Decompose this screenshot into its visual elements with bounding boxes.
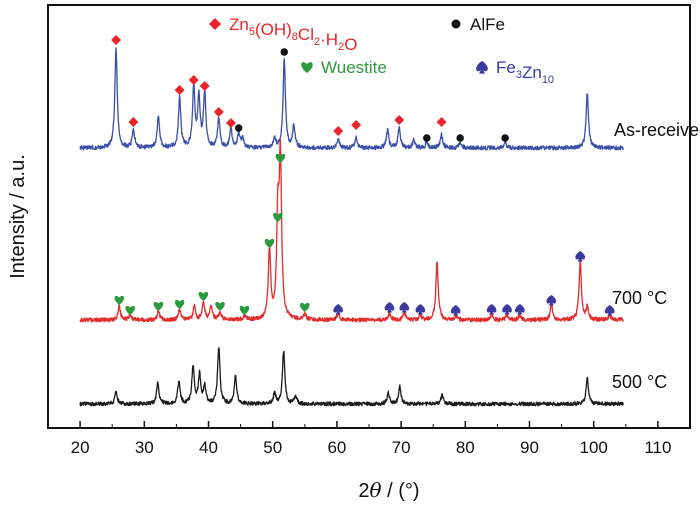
heart-marker xyxy=(114,295,125,305)
heart-marker xyxy=(215,301,225,311)
legend-entry-4: Fe3Zn10 xyxy=(496,58,554,86)
x-tick-label: 40 xyxy=(199,438,218,457)
diamond-marker xyxy=(436,117,447,127)
series-label-3: 500 °C xyxy=(612,372,667,392)
heart-marker xyxy=(239,305,250,315)
series-line-2 xyxy=(79,138,624,323)
spade-marker xyxy=(515,304,525,315)
circle-marker xyxy=(234,124,243,132)
diamond-marker xyxy=(128,117,139,127)
diamond-marker xyxy=(199,81,210,91)
x-tick-label: 50 xyxy=(263,438,282,457)
heart-marker xyxy=(275,153,286,163)
heart-marker xyxy=(125,305,135,315)
heart-marker xyxy=(198,291,209,301)
spade-marker xyxy=(486,304,497,315)
diamond-marker xyxy=(333,126,344,136)
diamond-marker xyxy=(209,18,221,30)
legend-entry-3: Wuestite xyxy=(321,58,387,77)
spade-marker xyxy=(333,304,344,315)
diamond-marker xyxy=(213,107,224,117)
x-tick-label: 30 xyxy=(135,438,154,457)
spade-marker xyxy=(546,295,557,306)
series-line-1 xyxy=(79,47,624,151)
x-axis-title: 2θ / (°) xyxy=(358,478,419,502)
circle-marker xyxy=(280,48,289,56)
diamond-marker xyxy=(351,120,362,130)
x-tick-label: 90 xyxy=(520,438,539,457)
legend-entry-1: Zn5(OH)8Cl2·H2O xyxy=(229,15,357,54)
spade-marker xyxy=(502,304,512,315)
x-tick-label: 110 xyxy=(644,438,671,457)
circle-marker xyxy=(423,134,431,142)
series-label-2: 700 °C xyxy=(612,288,667,308)
diamond-marker xyxy=(394,115,405,125)
x-tick-label: 60 xyxy=(327,438,346,457)
heart-marker xyxy=(301,62,313,73)
x-tick-label: 70 xyxy=(392,438,411,457)
circle-marker xyxy=(501,134,509,142)
diamond-marker xyxy=(225,118,236,128)
heart-marker xyxy=(273,212,283,222)
diamond-marker xyxy=(188,75,199,85)
x-tick-label: 80 xyxy=(456,438,475,457)
x-tick-label: 20 xyxy=(71,438,90,457)
series-label-1: As-received xyxy=(614,120,700,140)
spade-marker xyxy=(399,302,410,313)
spade-marker xyxy=(575,251,586,262)
heart-marker xyxy=(264,238,275,248)
spade-marker xyxy=(415,304,426,315)
y-axis-title: Intensity / a.u. xyxy=(7,154,29,279)
heart-marker xyxy=(153,301,164,311)
x-tick-label: 100 xyxy=(580,438,608,457)
legend-entry-2: AlFe xyxy=(470,15,505,34)
circle-marker xyxy=(451,19,461,29)
spade-marker xyxy=(384,302,395,313)
spade-marker xyxy=(476,61,488,74)
spade-marker xyxy=(450,305,461,316)
diamond-marker xyxy=(174,85,185,95)
heart-marker xyxy=(174,299,185,309)
series-line-3 xyxy=(79,347,624,407)
spade-marker xyxy=(604,305,615,316)
diamond-marker xyxy=(111,35,122,45)
circle-marker xyxy=(456,134,464,142)
heart-marker xyxy=(300,302,310,312)
